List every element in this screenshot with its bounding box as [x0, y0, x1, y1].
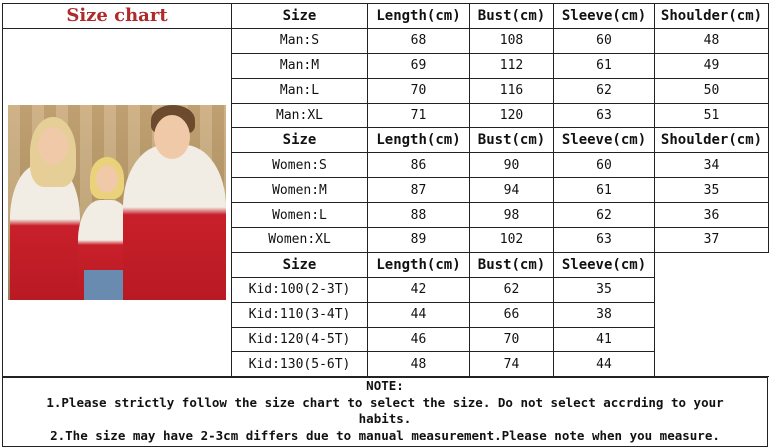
measurement-value: 116 — [469, 77, 554, 104]
measurement-value: 108 — [469, 27, 554, 54]
notes-box: NOTE: 1.Please strictly follow the size … — [2, 377, 768, 447]
photo-cell — [2, 28, 232, 378]
table-row: Man:L 70 116 62 50 — [3, 77, 769, 104]
notes-heading: NOTE: — [366, 378, 404, 393]
column-header: Length(cm) — [367, 127, 470, 154]
measurement-value: 63 — [553, 227, 655, 253]
measurement-value: 50 — [654, 77, 769, 104]
size-label: Kid:130(5-6T) — [231, 351, 368, 378]
chart-title: Size chart — [2, 3, 232, 29]
measurement-value: 63 — [553, 102, 655, 129]
column-header: Sleeve(cm) — [553, 3, 655, 29]
size-label: Kid:120(4-5T) — [231, 326, 368, 353]
measurement-value: 94 — [469, 177, 554, 204]
measurement-value: 41 — [553, 326, 655, 353]
size-label: Women:S — [231, 152, 368, 179]
size-label: Women:L — [231, 202, 368, 229]
note-1: 1.Please strictly follow the size chart … — [46, 394, 724, 427]
measurement-value: 34 — [654, 152, 769, 179]
column-header: Sleeve(cm) — [553, 127, 655, 154]
measurement-value: 60 — [553, 152, 655, 179]
family-sweater-photo — [8, 105, 226, 301]
size-label: Man:L — [231, 77, 368, 104]
column-header: Bust(cm) — [469, 127, 554, 154]
size-label: Women:M — [231, 177, 368, 204]
measurement-value: 35 — [654, 177, 769, 204]
measurement-value: 35 — [553, 276, 655, 303]
column-header: Sleeve(cm) — [553, 251, 655, 278]
note-2: 2.The size may have 2-3cm differs due to… — [50, 427, 720, 443]
size-label: Women:XL — [231, 227, 368, 253]
table-row: Kid:130(5-6T) 48 74 44 — [3, 351, 769, 378]
column-header: Shoulder(cm) — [654, 127, 769, 154]
measurement-value: 38 — [553, 301, 655, 328]
measurement-value: 42 — [367, 276, 470, 303]
empty-cell — [654, 252, 769, 378]
measurement-value: 60 — [553, 27, 655, 54]
size-label: Kid:110(3-4T) — [231, 301, 368, 328]
measurement-value: 48 — [367, 351, 470, 378]
measurement-value: 98 — [469, 202, 554, 229]
measurement-value: 90 — [469, 152, 554, 179]
kids-header-row: Size Length(cm) Bust(cm) Sleeve(cm) — [3, 251, 769, 378]
size-label: Man:M — [231, 52, 368, 79]
measurement-value: 51 — [654, 102, 769, 129]
measurement-value: 48 — [654, 27, 769, 54]
column-header: Size — [231, 3, 368, 29]
measurement-value: 120 — [469, 102, 554, 129]
measurement-value: 44 — [367, 301, 470, 328]
measurement-value: 70 — [469, 326, 554, 353]
measurement-value: 44 — [553, 351, 655, 378]
men-header-row: Size chart Size Length(cm) Bust(cm) Sleeve(c… — [2, 3, 769, 29]
measurement-value: 61 — [553, 177, 655, 204]
table-row: Man:XL 71 120 63 51 — [3, 102, 769, 129]
size-label: Kid:100(2-3T) — [231, 276, 368, 303]
measurement-value: 62 — [553, 77, 655, 104]
table-row: Kid:100(2-3T) 42 62 35 — [3, 276, 769, 303]
measurement-value: 62 — [469, 276, 554, 303]
table-row: Man:S 68 108 60 48 — [2, 27, 769, 378]
measurement-value: 71 — [367, 102, 470, 129]
column-header: Size — [231, 127, 368, 154]
column-header: Size — [231, 251, 368, 278]
measurement-value: 89 — [367, 227, 470, 253]
measurement-value: 68 — [367, 27, 470, 54]
measurement-value: 70 — [367, 77, 470, 104]
table-row: Man:M 69 112 61 49 — [3, 52, 769, 79]
table-row: Women:S 86 90 60 34 — [3, 152, 769, 179]
table-row: Kid:120(4-5T) 46 70 41 — [3, 326, 769, 353]
measurement-value: 49 — [654, 52, 769, 79]
measurement-value: 86 — [367, 152, 470, 179]
table-row: Women:M 87 94 61 35 — [3, 177, 769, 204]
measurement-value: 102 — [469, 227, 554, 253]
column-header: Length(cm) — [367, 3, 470, 29]
column-header: Bust(cm) — [469, 251, 554, 278]
measurement-value: 69 — [367, 52, 470, 79]
measurement-value: 88 — [367, 202, 470, 229]
women-header-row: Size Length(cm) Bust(cm) Sleeve(cm) Shoulder… — [3, 127, 769, 154]
measurement-value: 66 — [469, 301, 554, 328]
measurement-value: 74 — [469, 351, 554, 378]
column-header: Length(cm) — [367, 251, 470, 278]
column-header: Bust(cm) — [469, 3, 554, 29]
measurement-value: 36 — [654, 202, 769, 229]
measurement-value: 87 — [367, 177, 470, 204]
size-label: Man:XL — [231, 102, 368, 129]
measurement-value: 62 — [553, 202, 655, 229]
size-label: Man:S — [231, 27, 368, 54]
column-header: Shoulder(cm) — [654, 3, 769, 29]
measurement-value: 46 — [367, 326, 470, 353]
measurement-value: 37 — [654, 227, 769, 253]
measurement-value: 112 — [469, 52, 554, 79]
size-chart-table: Size chart Size Length(cm) Bust(cm) Sleeve(c… — [2, 3, 769, 378]
measurement-value: 61 — [553, 52, 655, 79]
